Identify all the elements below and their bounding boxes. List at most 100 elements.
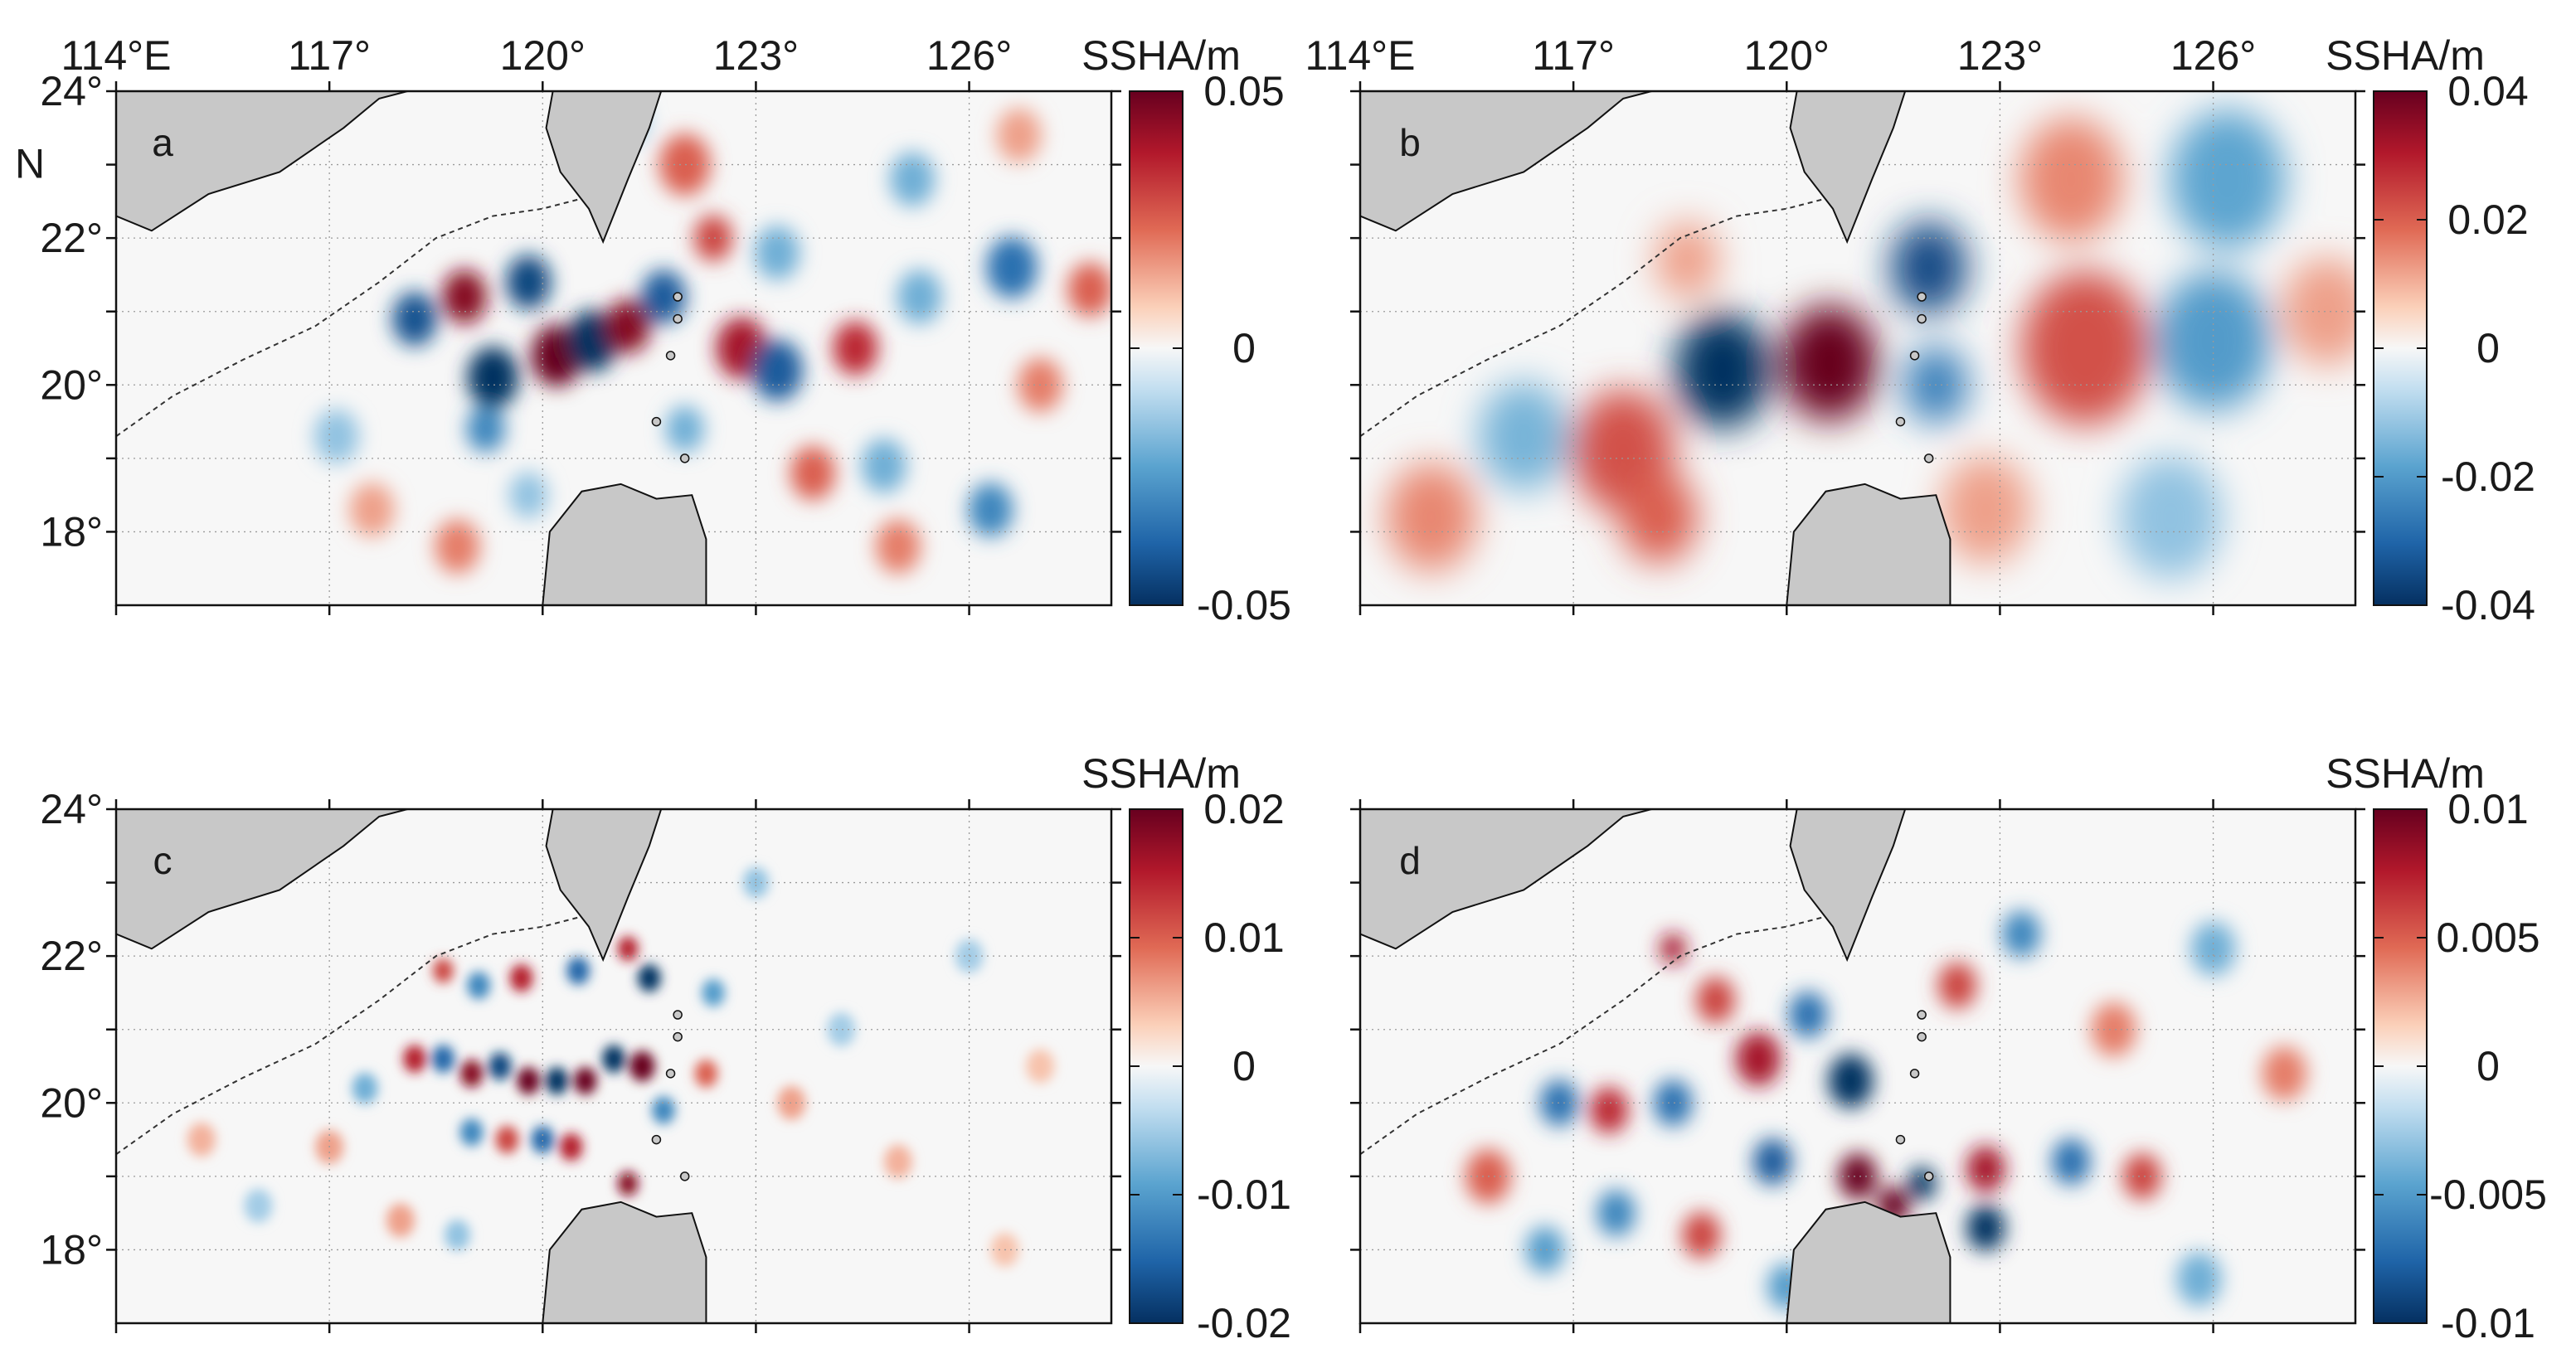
ssha-anomaly-0	[392, 292, 437, 347]
landmass-luzon	[1786, 483, 1951, 605]
ssha-anomaly-12	[509, 963, 533, 992]
ssha-anomaly-13	[755, 226, 800, 280]
ssha-anomaly-8	[2021, 271, 2150, 425]
ssha-anomaly-32	[955, 939, 984, 973]
island	[665, 1069, 676, 1079]
island	[673, 1010, 683, 1020]
landmass-taiwan	[1789, 91, 1907, 245]
island	[1917, 1031, 1927, 1042]
panel-label: d	[1399, 839, 1421, 882]
ssha-anomaly-17	[531, 1125, 555, 1154]
ssha-anomaly-11	[566, 957, 591, 985]
island	[1895, 1134, 1906, 1145]
colorbar-tick-label: -0.02	[1197, 1300, 1291, 1346]
ssha-anomaly-14	[1682, 1211, 1721, 1259]
ssha-anomaly-10	[751, 339, 804, 401]
gridlines	[116, 809, 1111, 1323]
x-tick-label: 126°	[926, 32, 1012, 79]
colorbar: SSHA/m0.04 0.02 0 -0.02 -0.04	[2326, 32, 2535, 628]
island	[679, 1171, 690, 1181]
y-tick-label: 18°	[40, 508, 103, 555]
ssha-anomaly-6	[1479, 382, 1569, 491]
ssha-anomaly-23	[352, 1072, 378, 1104]
ssha-anomaly-16	[495, 1125, 519, 1154]
colorbar-tick-label: -0.02	[2441, 454, 2535, 500]
y-tick-label: 18°	[40, 1226, 103, 1273]
landmass-luzon	[542, 1201, 707, 1323]
ssha-anomaly-24	[313, 409, 359, 463]
ssha-anomaly-19	[617, 1171, 639, 1196]
ssha-anomaly-3	[1838, 1152, 1878, 1200]
island	[679, 454, 690, 463]
ssha-anomaly-6	[605, 298, 651, 353]
ssha-anomaly-14	[1941, 455, 2031, 564]
y-tick-label: 20°	[40, 1079, 103, 1126]
landmass-mainland	[1360, 809, 1652, 950]
isobath-contour	[1360, 193, 1845, 438]
isobath-contour	[116, 911, 600, 1156]
colorbar-tick-label: -0.05	[1197, 582, 1291, 628]
ssha-anomaly-0	[1674, 312, 1771, 429]
colorbar-tick-label: 0	[1232, 1043, 1256, 1089]
colorbar-tick-label: 0.02	[2447, 196, 2528, 243]
ssha-anomaly-30	[827, 1012, 856, 1047]
map-frame	[1358, 90, 2357, 607]
ssha-anomaly-22	[890, 152, 935, 206]
ssha-anomaly-22	[702, 978, 725, 1007]
ssha-anomaly-17	[2122, 1152, 2161, 1200]
panel-label: c	[153, 839, 173, 882]
ssha-anomaly-27	[509, 472, 548, 519]
y-tick-label: 24°	[40, 68, 103, 114]
ssha-anomaly-7	[466, 405, 505, 453]
land	[1360, 91, 1951, 605]
island	[665, 351, 676, 361]
y-tick-label: 22°	[40, 933, 103, 979]
ssha-anomaly-16	[897, 269, 942, 324]
land	[116, 91, 707, 605]
ssha-anomaly-22	[2262, 1046, 2307, 1101]
map-frame	[1358, 808, 2357, 1325]
island	[1909, 351, 1920, 361]
colorbar-tick-label: 0.05	[1203, 68, 1284, 114]
colorbar-tick-label: 0.005	[2436, 914, 2540, 961]
landmass-mainland	[1360, 91, 1652, 232]
ssha-anomaly-31	[883, 1144, 912, 1179]
ssha-anomaly-13	[1660, 933, 1686, 964]
x-tick-label: 126°	[2170, 32, 2256, 79]
ssha-anomaly-5	[545, 1066, 569, 1095]
ssha-anomaly-2	[1788, 992, 1828, 1038]
ssha-anomaly-7	[602, 1045, 625, 1073]
ssha-anomaly-28	[693, 215, 733, 262]
island	[1909, 1069, 1920, 1079]
x-tick-label: 114°E	[1305, 32, 1415, 79]
landmass-mainland	[116, 809, 408, 950]
ssha-anomaly-29	[777, 1085, 806, 1120]
colorbar-tick-label: -0.01	[2441, 1300, 2535, 1346]
panel-d: d SSHA/m0.01 0.005 0 -0.005 -0.01	[1350, 750, 2547, 1346]
ssha-anomaly-20	[968, 483, 1013, 537]
ssha-anomaly-0	[1828, 1054, 1874, 1108]
ssha-anomaly-1	[431, 1045, 455, 1073]
ssha-anomaly-3	[488, 1052, 512, 1080]
ssha-anomaly-20	[2091, 1002, 2136, 1057]
landmass-taiwan	[1789, 809, 1907, 963]
colorbar-tick-label: 0	[2476, 1043, 2500, 1089]
ssha-anomaly-1	[442, 269, 487, 324]
colorbar-tick-label: -0.04	[2441, 582, 2535, 628]
ssha-anomaly-19	[2002, 910, 2041, 958]
ssha-anomaly-10	[617, 936, 639, 962]
ssha-anomaly-25	[349, 483, 395, 537]
ssha-anomaly-5	[1908, 1167, 1937, 1201]
panel-a: 114°E 117° 120° 123° 126° 24° 22° 20° 18° N a SSHA/…	[15, 32, 1291, 628]
ssha-anomaly-23	[2176, 1252, 2222, 1307]
landmass-luzon	[542, 483, 707, 605]
ssha-anomaly-12	[2119, 455, 2222, 580]
x-tick-label: 120°	[500, 32, 586, 79]
ssha-anomaly-29	[665, 405, 704, 453]
ssha-anomaly-1	[1781, 304, 1878, 421]
x-tick-label: 114°E	[61, 32, 171, 79]
colorbar-tick-label: 0.01	[2447, 786, 2528, 832]
ssha-anomaly-9	[637, 963, 661, 992]
ssha-anomaly-2	[459, 1060, 484, 1088]
